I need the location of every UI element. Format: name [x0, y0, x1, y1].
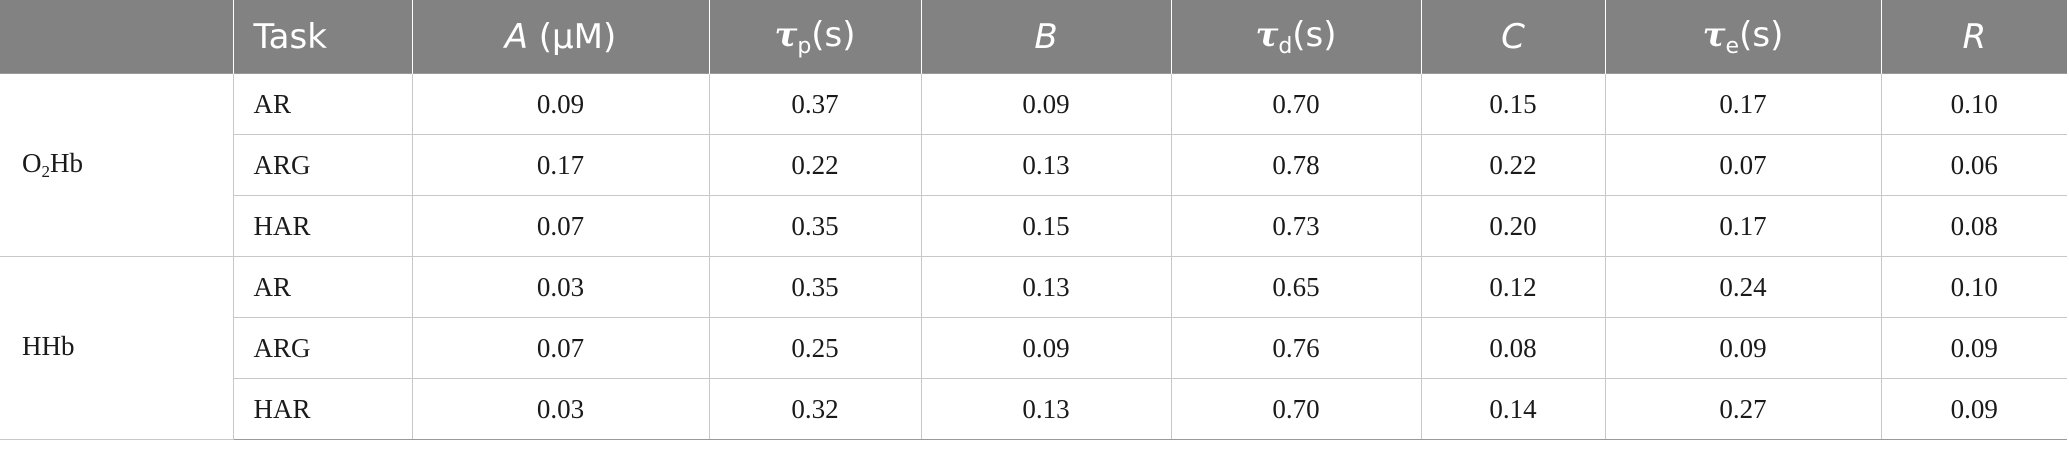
- cell-a: 0.03: [411, 256, 710, 318]
- header-r-symbol: R: [1962, 16, 1987, 57]
- table-header: Task A (μM) τp(s) B τd(s) C τe(s) R: [0, 0, 2067, 74]
- cell-task: AR: [232, 256, 413, 318]
- group-label-hhb: HHb: [0, 256, 234, 440]
- header-tau-e-sub: e: [1725, 33, 1740, 59]
- cell-task: ARG: [232, 134, 413, 196]
- table-row: HAR 0.03 0.32 0.13 0.70 0.14 0.27 0.09: [0, 378, 2067, 440]
- cell-tau-p: 0.35: [708, 256, 922, 318]
- cell-tau-d: 0.65: [1170, 256, 1422, 318]
- cell-r: 0.06: [1880, 134, 2067, 196]
- cell-tau-e: 0.09: [1604, 317, 1882, 379]
- header-a: A (μM): [411, 0, 710, 74]
- cell-a: 0.07: [411, 195, 710, 257]
- cell-c: 0.08: [1420, 317, 1606, 379]
- cell-a: 0.07: [411, 317, 710, 379]
- header-tau-p-sub: p: [797, 33, 812, 59]
- cell-b: 0.13: [920, 256, 1172, 318]
- header-a-unit: (μM): [527, 16, 617, 57]
- header-r: R: [1880, 0, 2067, 74]
- cell-r: 0.10: [1880, 73, 2067, 135]
- cell-c: 0.22: [1420, 134, 1606, 196]
- cell-tau-e: 0.17: [1604, 195, 1882, 257]
- cell-r: 0.09: [1880, 317, 2067, 379]
- cell-tau-d: 0.76: [1170, 317, 1422, 379]
- cell-b: 0.09: [920, 73, 1172, 135]
- header-tau-p: τp(s): [708, 0, 922, 74]
- table-row: HAR 0.07 0.35 0.15 0.73 0.20 0.17 0.08: [0, 195, 2067, 257]
- cell-a: 0.17: [411, 134, 710, 196]
- table-row: O2Hb AR 0.09 0.37 0.09 0.70 0.15 0.17 0.…: [0, 73, 2067, 257]
- cell-tau-d: 0.70: [1170, 73, 1422, 135]
- cell-tau-p: 0.22: [708, 134, 922, 196]
- header-tau-d-unit: (s): [1292, 14, 1337, 55]
- cell-b: 0.13: [920, 134, 1172, 196]
- cell-task: HAR: [232, 195, 413, 257]
- table-row: ARG 0.17 0.22 0.13 0.78 0.22 0.07 0.06: [0, 134, 2067, 196]
- cell-a: 0.03: [411, 378, 710, 440]
- header-b: B: [920, 0, 1172, 74]
- header-c: C: [1420, 0, 1606, 74]
- header-tau-d-symbol: τ: [1255, 14, 1279, 55]
- table-body: O2Hb AR 0.09 0.37 0.09 0.70 0.15 0.17 0.…: [0, 73, 2067, 440]
- table-row: HHb AR 0.03 0.35 0.13 0.65 0.12 0.24 0.1…: [0, 256, 2067, 440]
- cell-b: 0.09: [920, 317, 1172, 379]
- cell-c: 0.12: [1420, 256, 1606, 318]
- cell-tau-p: 0.37: [708, 73, 922, 135]
- header-tau-p-unit: (s): [811, 14, 856, 55]
- cell-tau-d: 0.73: [1170, 195, 1422, 257]
- cell-task: HAR: [232, 378, 413, 440]
- cell-tau-e: 0.07: [1604, 134, 1882, 196]
- cell-tau-d: 0.70: [1170, 378, 1422, 440]
- cell-b: 0.15: [920, 195, 1172, 257]
- cell-tau-p: 0.35: [708, 195, 922, 257]
- table-row: ARG 0.07 0.25 0.09 0.76 0.08 0.09 0.09: [0, 317, 2067, 379]
- cell-tau-e: 0.24: [1604, 256, 1882, 318]
- cell-a: 0.09: [411, 73, 710, 135]
- cell-c: 0.14: [1420, 378, 1606, 440]
- cell-b: 0.13: [920, 378, 1172, 440]
- cell-tau-p: 0.32: [708, 378, 922, 440]
- group-label-o2hb: O2Hb: [0, 73, 234, 257]
- header-tau-d-sub: d: [1278, 33, 1293, 59]
- header-tau-e-symbol: τ: [1702, 14, 1726, 55]
- header-tau-e-unit: (s): [1739, 14, 1784, 55]
- cell-task: AR: [232, 73, 413, 135]
- cell-tau-p: 0.25: [708, 317, 922, 379]
- cell-task: ARG: [232, 317, 413, 379]
- cell-tau-e: 0.17: [1604, 73, 1882, 135]
- cell-tau-e: 0.27: [1604, 378, 1882, 440]
- header-tau-e: τe(s): [1604, 0, 1882, 74]
- header-c-symbol: C: [1501, 16, 1525, 57]
- header-group: [0, 0, 234, 74]
- cell-c: 0.15: [1420, 73, 1606, 135]
- header-tau-d: τd(s): [1170, 0, 1422, 74]
- header-row: Task A (μM) τp(s) B τd(s) C τe(s) R: [0, 0, 2067, 74]
- header-tau-p-symbol: τ: [774, 14, 798, 55]
- header-b-symbol: B: [1034, 16, 1058, 57]
- cell-r: 0.08: [1880, 195, 2067, 257]
- cell-r: 0.10: [1880, 256, 2067, 318]
- cell-c: 0.20: [1420, 195, 1606, 257]
- header-a-symbol: A: [504, 16, 528, 57]
- parameter-table: Task A (μM) τp(s) B τd(s) C τe(s) R O2Hb…: [0, 0, 2067, 440]
- cell-tau-d: 0.78: [1170, 134, 1422, 196]
- cell-r: 0.09: [1880, 378, 2067, 440]
- header-task: Task: [232, 0, 413, 74]
